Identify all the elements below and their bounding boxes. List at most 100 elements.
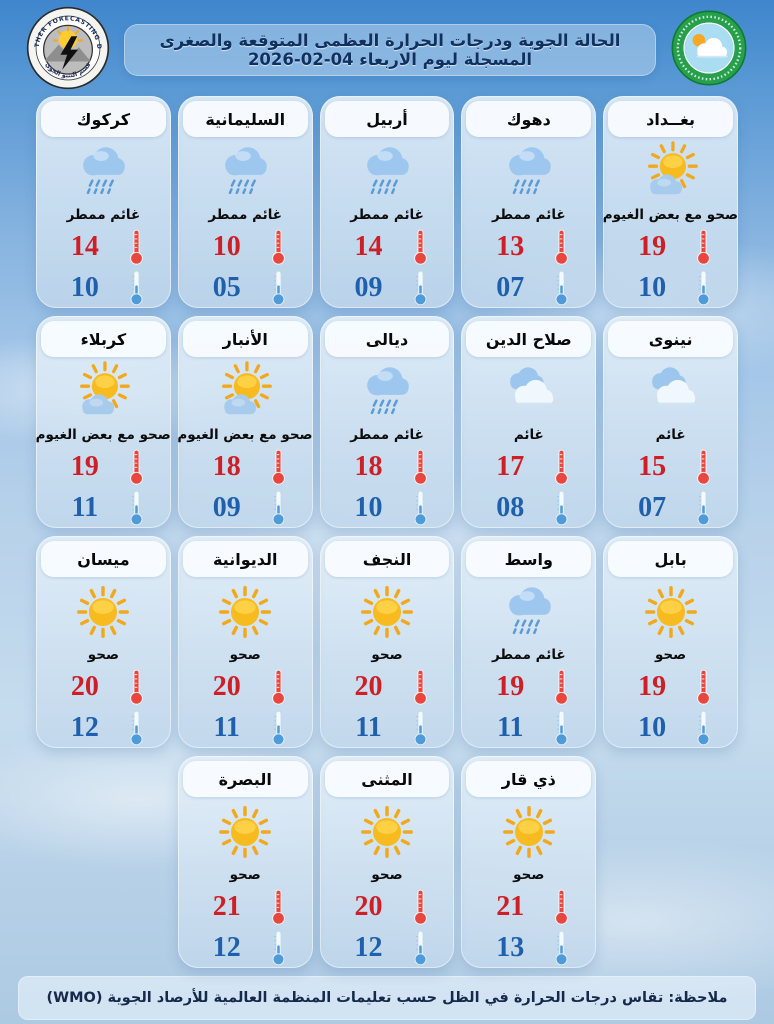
- condition-label: صحو مع بعض الغيوم: [36, 427, 171, 443]
- card-row: بغــداد صحو مع بعض الغيوم 19: [36, 96, 738, 308]
- sun-icon: [603, 580, 738, 644]
- max-thermometer-icon: [412, 228, 429, 265]
- condition-label: غائم ممطر: [492, 647, 566, 663]
- footer-note-banner: ملاحظة: تقاس درجات الحرارة في الظل حسب ت…: [18, 976, 756, 1020]
- footer-note: ملاحظة: تقاس درجات الحرارة في الظل حسب ت…: [46, 990, 728, 1006]
- max-temp-value: 21: [212, 890, 241, 922]
- city-weather-card: ميسان صحو 20 12: [36, 536, 171, 748]
- city-weather-card: النجف صحو 20 11: [319, 536, 455, 748]
- city-weather-card: ذي قار صحو 21 13: [461, 756, 597, 968]
- sun-icon: [320, 800, 455, 864]
- sun-cloud-icon: [178, 360, 313, 424]
- max-thermometer-icon: [128, 448, 145, 485]
- max-thermometer-icon: [695, 448, 712, 485]
- min-thermometer-icon: [128, 269, 145, 306]
- max-temp-value: 20: [70, 670, 99, 702]
- city-weather-card: صلاح الدين غائم 17 08: [461, 316, 597, 528]
- min-temp-value: 11: [355, 711, 382, 743]
- sun-icon: [178, 580, 313, 644]
- card-row: بابل صحو 19 10: [36, 536, 738, 748]
- max-temp-value: 17: [496, 450, 525, 482]
- max-temp-value: 14: [354, 230, 383, 262]
- min-thermometer-icon: [695, 489, 712, 526]
- condition-label: غائم ممطر: [492, 207, 566, 223]
- max-thermometer-icon: [128, 668, 145, 705]
- rain-cloud-icon: [178, 140, 313, 204]
- city-name: السليمانية: [182, 101, 308, 137]
- min-thermometer-icon: [412, 489, 429, 526]
- condition-label: غائم ممطر: [66, 207, 141, 223]
- condition-label: غائم: [513, 427, 544, 443]
- weather-forecasting-dept-logo: WEATHER FORECASTING DEPT قسم التنبؤ الجو…: [22, 1, 110, 94]
- min-temp-value: 13: [496, 931, 525, 963]
- min-thermometer-icon: [270, 269, 287, 306]
- sun-icon: [178, 800, 313, 864]
- min-temp-value: 09: [212, 491, 241, 523]
- max-thermometer-icon: [553, 228, 570, 265]
- max-thermometer-icon: [128, 228, 145, 265]
- max-temp-value: 19: [638, 670, 667, 702]
- min-temp-value: 12: [70, 711, 99, 743]
- cloudy-icon: [603, 360, 738, 424]
- city-weather-card: المثنى صحو 20 12: [319, 756, 455, 968]
- condition-label: صحو: [87, 647, 120, 663]
- condition-label: صحو: [513, 867, 545, 883]
- min-thermometer-icon: [412, 929, 429, 966]
- condition-label: صحو مع بعض الغيوم: [177, 427, 313, 443]
- city-name: المثنى: [324, 761, 450, 797]
- city-weather-card: ديالى غائم ممطر 18 10: [319, 316, 455, 528]
- max-temp-value: 20: [354, 670, 383, 702]
- max-thermometer-icon: [412, 668, 429, 705]
- min-thermometer-icon: [412, 709, 429, 746]
- city-name: النجف: [324, 541, 450, 577]
- city-name: صلاح الدين: [466, 321, 592, 357]
- min-temp-value: 12: [212, 931, 241, 963]
- sun-icon: [461, 800, 596, 864]
- max-temp-value: 19: [70, 450, 99, 482]
- city-name: ذي قار: [466, 761, 592, 797]
- rain-cloud-icon: [461, 140, 596, 204]
- city-weather-card: كربلاء صحو مع بعض الغيوم 19: [36, 316, 171, 528]
- condition-label: غائم: [655, 427, 686, 443]
- max-temp-value: 15: [638, 450, 667, 482]
- city-weather-card: كركوك غائم ممطر 14 10: [36, 96, 171, 308]
- condition-label: صحو: [371, 867, 403, 883]
- rain-cloud-icon: [461, 580, 596, 644]
- max-temp-value: 20: [354, 890, 383, 922]
- min-temp-value: 08: [496, 491, 525, 523]
- max-thermometer-icon: [695, 228, 712, 265]
- condition-label: غائم ممطر: [350, 427, 424, 443]
- max-thermometer-icon: [553, 888, 570, 925]
- cloudy-icon: [461, 360, 596, 424]
- max-thermometer-icon: [695, 668, 712, 705]
- city-weather-card: الأنبار صحو مع بعض الغيوم 18: [177, 316, 313, 528]
- city-weather-card: دهوك غائم ممطر 13 07: [461, 96, 597, 308]
- condition-label: غائم ممطر: [350, 207, 424, 223]
- min-temp-value: 07: [638, 491, 667, 523]
- max-thermometer-icon: [270, 668, 287, 705]
- condition-label: صحو: [229, 867, 261, 883]
- min-thermometer-icon: [553, 269, 570, 306]
- city-weather-card: بغــداد صحو مع بعض الغيوم 19: [603, 96, 738, 308]
- min-temp-value: 10: [70, 271, 99, 303]
- condition-label: غائم ممطر: [208, 207, 283, 223]
- city-name: البصرة: [182, 761, 308, 797]
- city-weather-card: واسط غائم ممطر 19 11: [461, 536, 597, 748]
- city-name: بابل: [608, 541, 733, 577]
- city-weather-card: الديوانية صحو 20 11: [177, 536, 313, 748]
- min-thermometer-icon: [270, 929, 287, 966]
- city-name: بغــداد: [608, 101, 733, 137]
- city-name: واسط: [466, 541, 592, 577]
- min-thermometer-icon: [553, 489, 570, 526]
- min-temp-value: 05: [212, 271, 241, 303]
- city-weather-card: بابل صحو 19 10: [603, 536, 738, 748]
- min-thermometer-icon: [553, 709, 570, 746]
- city-name: ميسان: [41, 541, 166, 577]
- max-temp-value: 18: [354, 450, 383, 482]
- city-name: أربيل: [324, 101, 450, 137]
- min-thermometer-icon: [695, 269, 712, 306]
- sun-cloud-icon: [603, 140, 738, 204]
- min-thermometer-icon: [128, 709, 145, 746]
- city-weather-card: أربيل غائم ممطر 14 09: [319, 96, 455, 308]
- max-thermometer-icon: [270, 888, 287, 925]
